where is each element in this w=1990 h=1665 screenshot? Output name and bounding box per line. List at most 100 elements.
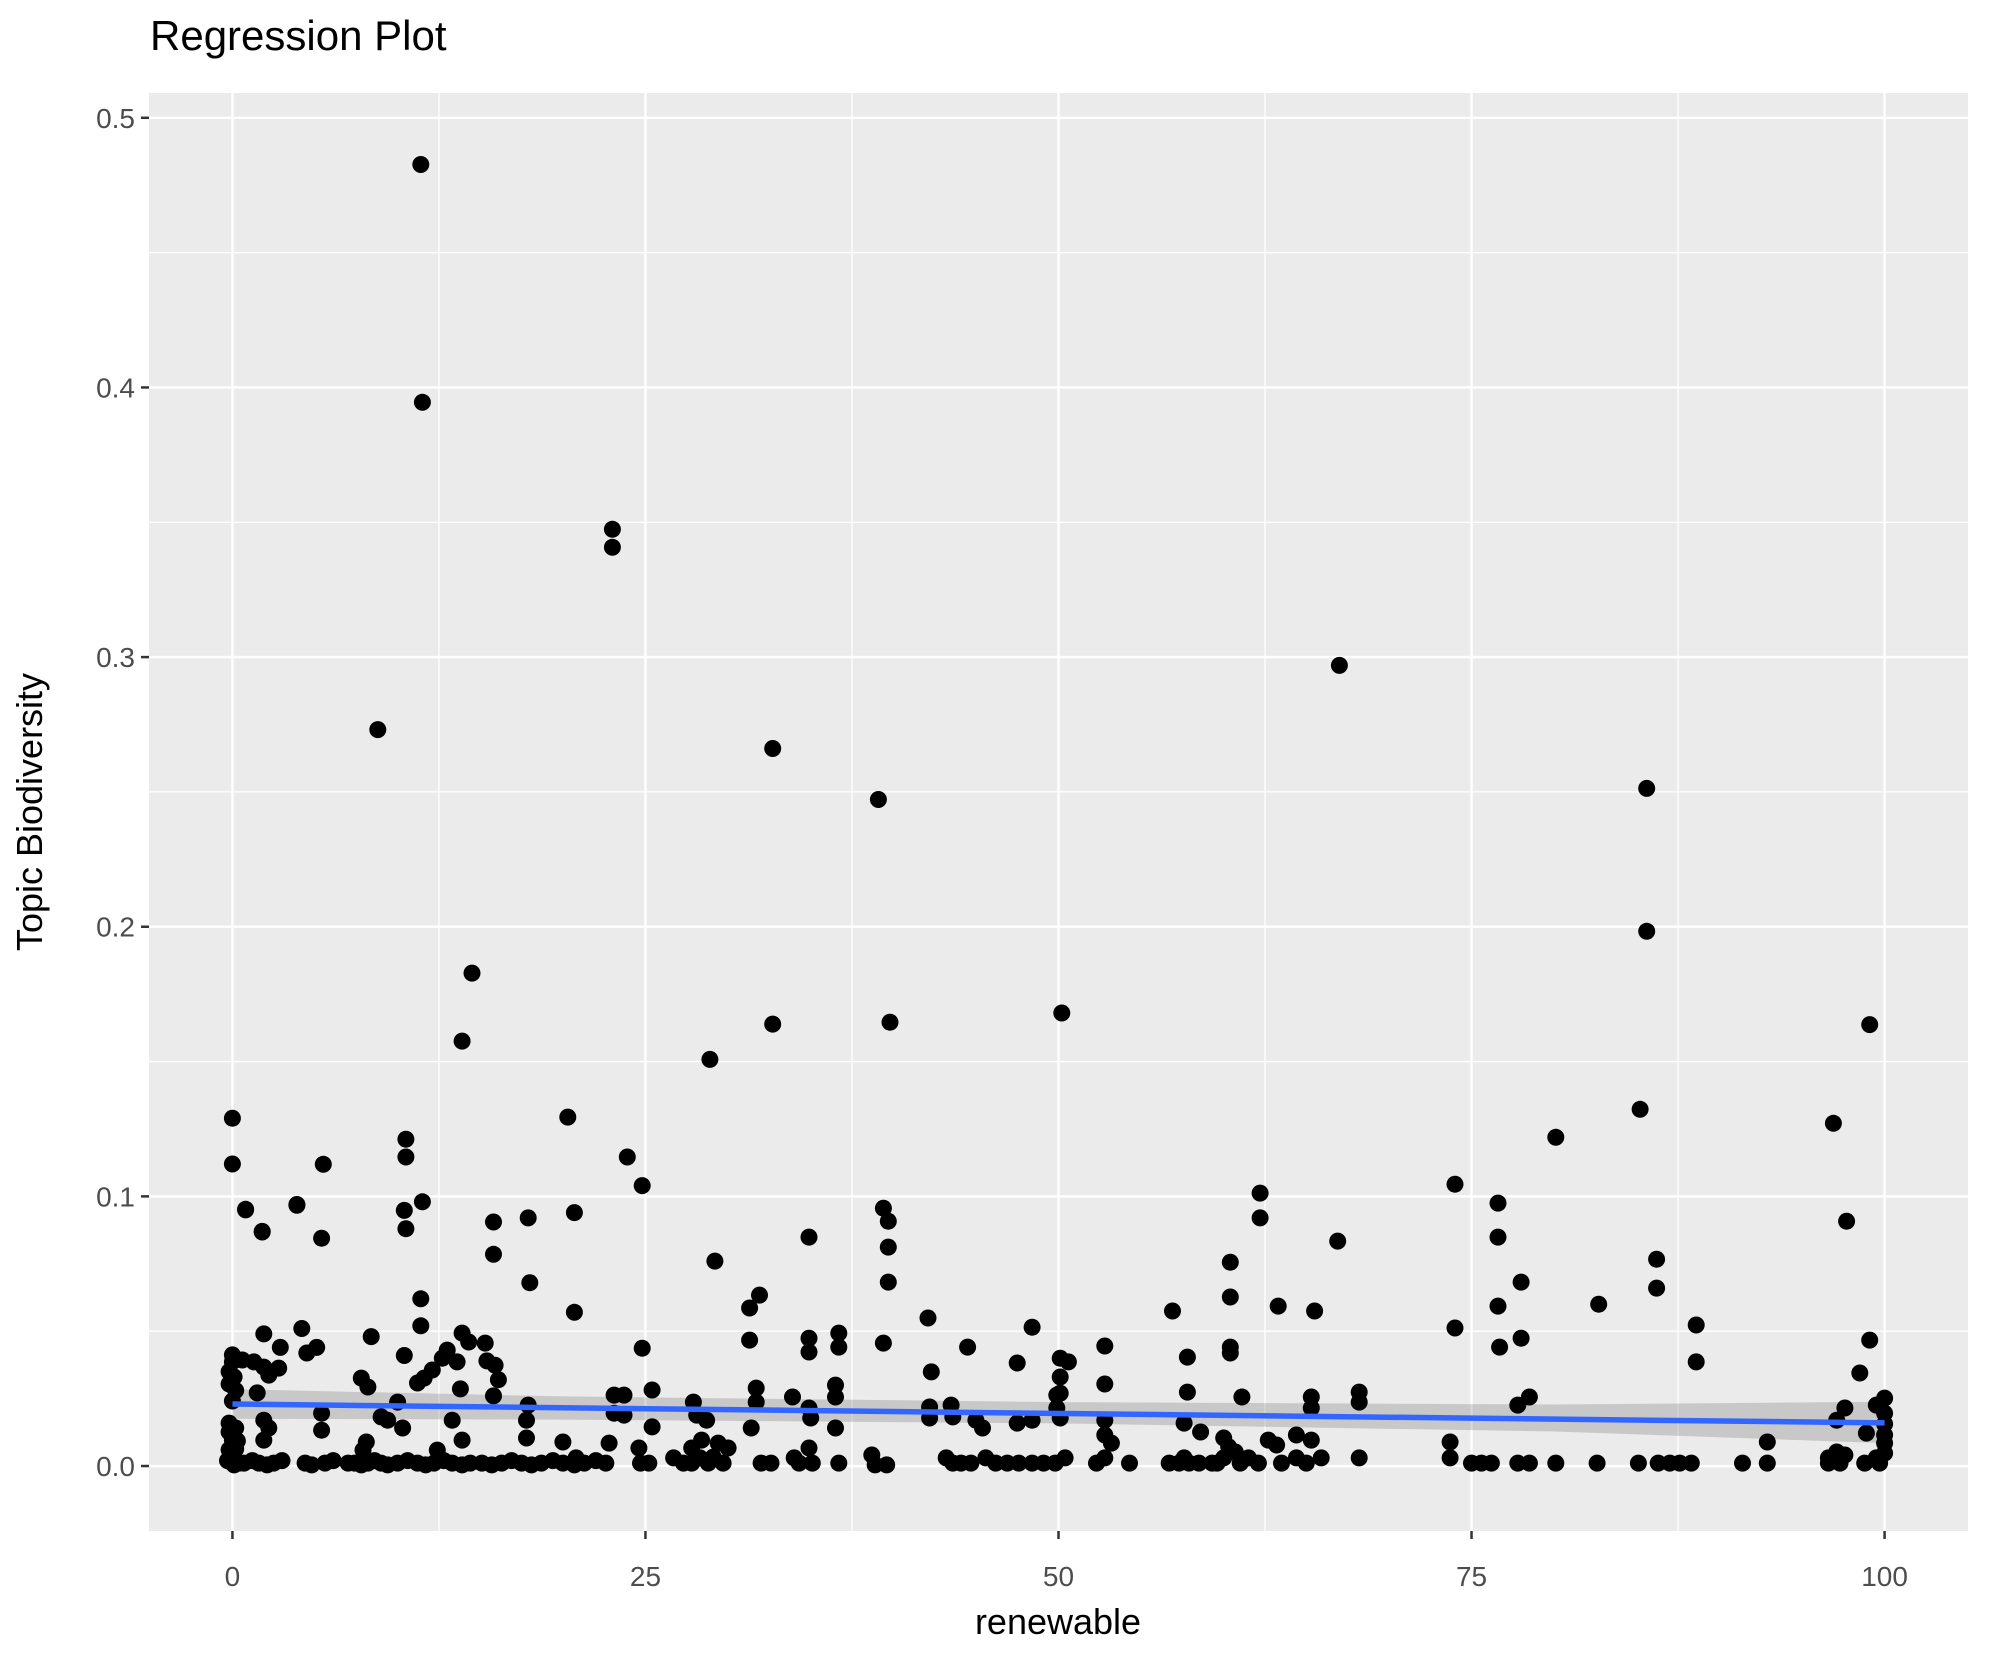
data-point [1175, 1414, 1193, 1432]
data-point [485, 1213, 502, 1231]
data-point [741, 1331, 759, 1349]
data-point [1861, 1016, 1879, 1034]
data-point [1836, 1399, 1854, 1417]
data-point [313, 1421, 331, 1439]
data-point [324, 1452, 342, 1470]
data-point [1096, 1375, 1114, 1393]
data-point [959, 1338, 977, 1356]
data-point [412, 1290, 430, 1308]
data-point [1251, 1209, 1269, 1227]
data-point [1491, 1338, 1509, 1356]
data-point [1687, 1353, 1705, 1371]
data-point [1056, 1449, 1074, 1467]
data-point [764, 740, 782, 757]
data-point [698, 1411, 716, 1429]
data-point [1857, 1424, 1875, 1442]
y-tick-label: 0.2 [96, 912, 135, 943]
data-point [260, 1366, 278, 1384]
data-point [633, 1177, 651, 1195]
x-tick-label: 100 [1861, 1561, 1908, 1592]
data-point [1269, 1297, 1287, 1315]
data-point [453, 1032, 471, 1050]
data-point [1851, 1364, 1869, 1382]
data-point [684, 1393, 702, 1411]
data-point [395, 1201, 413, 1219]
data-point [784, 1388, 801, 1406]
data-point [962, 1454, 980, 1472]
data-point [762, 1454, 780, 1472]
data-point [293, 1320, 311, 1337]
data-point [1441, 1433, 1459, 1451]
x-tick-label: 0 [225, 1561, 241, 1592]
data-point [1053, 1004, 1071, 1022]
x-tick-label: 25 [630, 1561, 661, 1592]
data-point [800, 1439, 818, 1457]
data-point [1121, 1454, 1138, 1472]
data-point [395, 1347, 413, 1364]
data-point [803, 1454, 821, 1472]
data-point [1059, 1353, 1077, 1371]
data-point [879, 1212, 897, 1230]
data-point [1273, 1454, 1290, 1472]
x-tick-label: 75 [1456, 1561, 1487, 1592]
data-point [489, 1371, 507, 1389]
data-point [397, 1220, 415, 1238]
data-point [1441, 1449, 1459, 1467]
data-point [271, 1338, 289, 1356]
data-point [603, 520, 621, 538]
data-point [1489, 1194, 1507, 1212]
data-point [1588, 1454, 1606, 1472]
data-point [1023, 1411, 1041, 1429]
scatter-points [219, 156, 1894, 1474]
data-point [1648, 1250, 1666, 1268]
data-point [597, 1454, 615, 1472]
data-point [443, 1411, 461, 1429]
data-point [751, 1286, 768, 1304]
data-point [413, 393, 431, 411]
data-point [288, 1196, 306, 1213]
axes: 0.0 0.1 0.2 0.3 0.4 0.5 0 25 50 75 100 [96, 103, 1908, 1592]
data-point [600, 1434, 618, 1452]
data-point [1520, 1388, 1538, 1406]
data-point [974, 1419, 991, 1437]
data-point [1221, 1253, 1239, 1271]
data-point [518, 1411, 535, 1429]
data-point [874, 1334, 892, 1352]
data-point [878, 1456, 896, 1474]
regression-line [232, 1401, 1885, 1426]
data-point [741, 1299, 759, 1317]
data-point [1023, 1318, 1041, 1336]
data-point [643, 1381, 661, 1399]
data-point [1164, 1302, 1181, 1320]
data-point [1590, 1295, 1608, 1313]
data-point [643, 1418, 661, 1436]
data-point [248, 1384, 266, 1402]
data-point [476, 1334, 494, 1352]
data-point [1178, 1383, 1196, 1401]
data-point [1330, 656, 1348, 674]
data-point [359, 1378, 377, 1396]
data-point [1008, 1414, 1026, 1432]
data-point [223, 1155, 241, 1173]
data-point [453, 1431, 471, 1449]
data-point [1547, 1128, 1565, 1146]
data-point [1547, 1454, 1565, 1472]
data-point [1489, 1297, 1507, 1315]
data-point [1251, 1184, 1269, 1202]
data-point [1088, 1454, 1105, 1472]
data-point [1520, 1454, 1538, 1472]
data-point [1629, 1454, 1647, 1472]
data-point [1876, 1444, 1894, 1462]
data-point [314, 1155, 332, 1173]
data-point [1051, 1368, 1069, 1386]
data-point [1512, 1273, 1530, 1291]
data-point [273, 1452, 291, 1470]
data-point [1221, 1288, 1239, 1306]
data-point [719, 1439, 737, 1457]
data-point [802, 1409, 820, 1427]
data-point [1648, 1279, 1666, 1297]
data-point [1302, 1431, 1320, 1449]
data-point [1861, 1331, 1879, 1349]
data-point [640, 1454, 658, 1472]
